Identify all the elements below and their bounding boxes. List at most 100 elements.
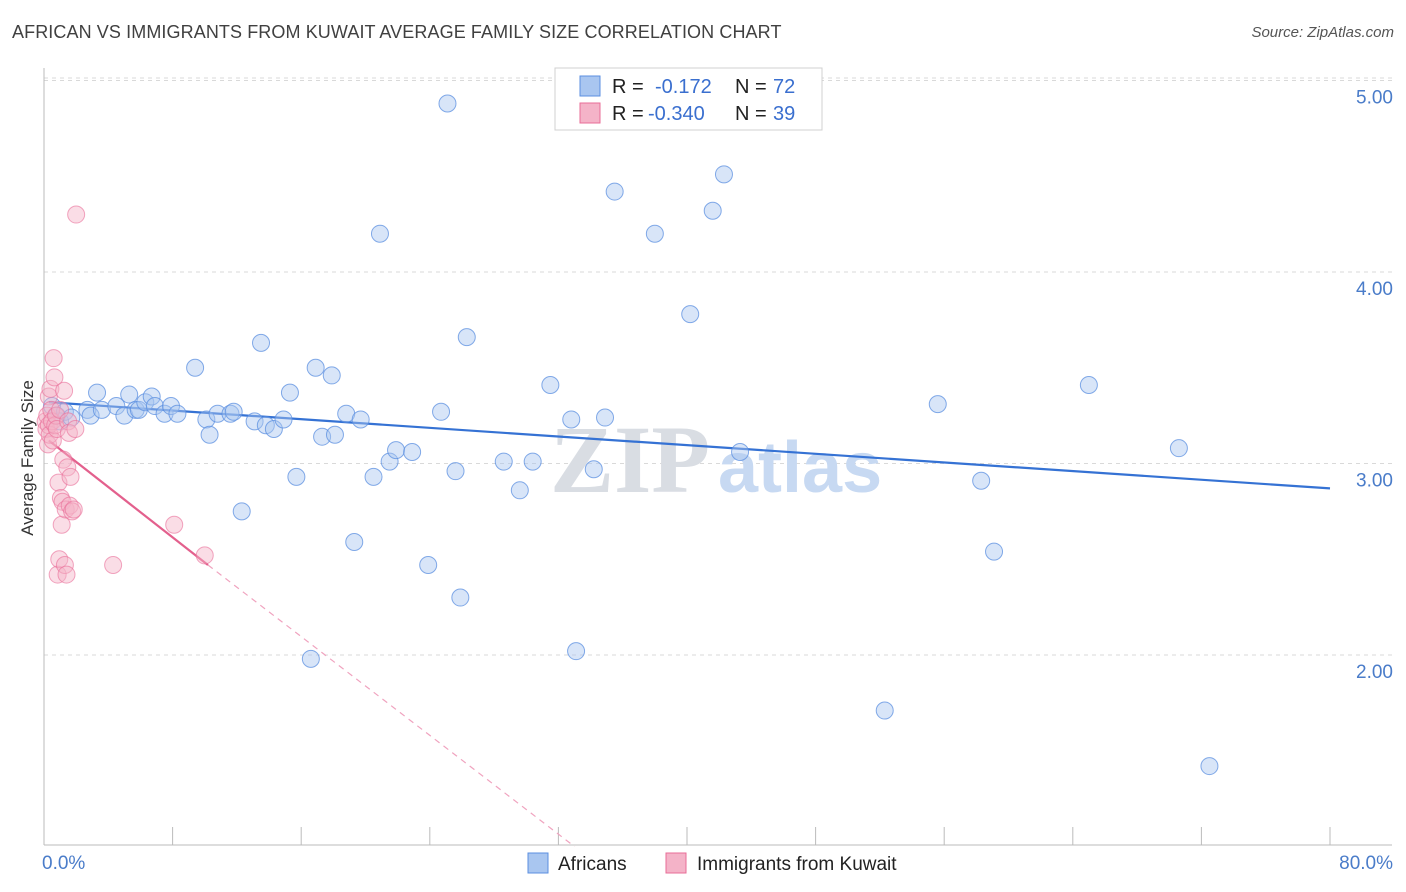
data-point-africans	[567, 642, 586, 661]
data-point-africans	[1079, 375, 1098, 394]
data-point-africans	[875, 701, 894, 720]
trend-line-kuwait-extrapolated	[207, 564, 575, 847]
series-legend-label-kuwait: Immigrants from Kuwait	[697, 854, 897, 875]
data-point-kuwait	[55, 555, 74, 574]
data-point-kuwait	[49, 473, 68, 492]
y-tick-label: 4.00	[1356, 279, 1393, 300]
legend-r-label-1: R =	[612, 76, 644, 98]
series-legend-label-africans: Africans	[558, 854, 627, 875]
legend-r-label-2: R =	[612, 103, 644, 125]
data-point-africans	[325, 425, 344, 444]
legend-r-value-2: -0.340	[648, 103, 705, 125]
watermark: ZIP atlas	[550, 406, 882, 513]
data-point-africans	[596, 408, 615, 427]
data-point-kuwait	[40, 425, 59, 444]
chart-source: Source: ZipAtlas.com	[1251, 24, 1394, 41]
data-point-kuwait	[64, 500, 83, 519]
data-point-africans	[245, 412, 264, 431]
data-point-africans	[380, 452, 399, 471]
data-point-africans	[731, 443, 750, 462]
legend-n-value-2: 39	[773, 103, 795, 125]
data-point-africans	[280, 383, 299, 402]
data-point-africans	[928, 395, 947, 414]
legend-swatch-kuwait	[579, 102, 601, 124]
data-point-kuwait	[41, 379, 60, 398]
data-point-africans	[155, 404, 174, 423]
data-point-kuwait	[44, 349, 63, 368]
data-point-africans	[168, 404, 187, 423]
data-point-kuwait	[61, 467, 80, 486]
data-point-kuwait	[57, 565, 76, 584]
gridlines	[44, 77, 1392, 656]
data-point-africans	[584, 460, 603, 479]
data-point-africans	[703, 201, 722, 220]
chart-title: AFRICAN VS IMMIGRANTS FROM KUWAIT AVERAG…	[12, 22, 782, 42]
legend-swatch-africans	[579, 75, 601, 97]
data-point-africans	[200, 425, 219, 444]
data-point-africans	[419, 555, 438, 574]
data-points	[36, 94, 1219, 776]
data-point-africans	[541, 375, 560, 394]
x-tick-label-max: 80.0%	[1339, 853, 1393, 874]
data-point-africans	[1169, 439, 1188, 458]
data-point-africans	[232, 502, 251, 521]
data-point-africans	[120, 385, 139, 404]
data-point-africans	[142, 387, 161, 406]
data-point-africans	[161, 397, 180, 416]
data-point-africans	[972, 471, 991, 490]
legend-n-label-1: N =	[735, 76, 767, 98]
data-point-africans	[523, 452, 542, 471]
series-legend: Africans Immigrants from Kuwait	[527, 852, 897, 875]
data-point-africans	[494, 452, 513, 471]
series-legend-swatch-africans	[527, 852, 549, 874]
data-point-africans	[370, 224, 389, 243]
data-point-kuwait	[52, 515, 71, 534]
data-point-africans	[274, 410, 293, 429]
data-point-africans	[351, 410, 370, 429]
data-point-africans	[78, 400, 97, 419]
data-point-africans	[714, 165, 733, 184]
y-tick-label: 2.00	[1356, 662, 1393, 683]
trend-line-kuwait	[48, 439, 209, 566]
legend-n-label-2: N =	[735, 103, 767, 125]
data-point-kuwait	[67, 205, 86, 224]
data-point-kuwait	[104, 555, 123, 574]
legend-r-value-1: -0.172	[655, 76, 712, 98]
data-point-africans	[387, 441, 406, 460]
data-point-africans	[92, 400, 111, 419]
data-point-kuwait	[165, 515, 184, 534]
data-point-africans	[197, 410, 216, 429]
data-point-africans	[224, 402, 243, 421]
trend-lines	[48, 401, 1331, 847]
data-point-africans	[510, 481, 529, 500]
x-tick-label-min: 0.0%	[42, 853, 85, 874]
data-point-africans	[264, 420, 283, 439]
data-point-africans	[287, 467, 306, 486]
data-point-africans	[451, 588, 470, 607]
data-point-africans	[1200, 757, 1219, 776]
data-point-africans	[562, 410, 581, 429]
data-point-kuwait	[45, 368, 64, 387]
data-point-africans	[208, 404, 227, 423]
data-point-africans	[432, 402, 451, 421]
stats-legend: R = -0.172 N = 72 R = -0.340 N = 39	[554, 67, 823, 131]
data-point-africans	[605, 182, 624, 201]
data-point-africans	[446, 462, 465, 481]
data-point-kuwait	[43, 431, 62, 450]
data-point-africans	[681, 305, 700, 324]
data-point-africans	[81, 406, 100, 425]
data-point-africans	[403, 443, 422, 462]
watermark-zip: ZIP	[550, 406, 710, 513]
data-point-africans	[145, 397, 164, 416]
data-point-africans	[306, 358, 325, 377]
data-point-africans	[438, 94, 457, 113]
data-point-africans	[301, 649, 320, 668]
data-point-africans	[985, 542, 1004, 561]
data-point-africans	[345, 533, 364, 552]
y-tick-label: 5.00	[1356, 88, 1393, 109]
series-legend-swatch-kuwait	[665, 852, 687, 874]
data-point-africans	[88, 383, 107, 402]
data-point-kuwait	[55, 381, 74, 400]
data-point-africans	[322, 366, 341, 385]
